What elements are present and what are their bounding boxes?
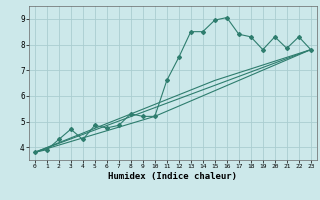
X-axis label: Humidex (Indice chaleur): Humidex (Indice chaleur) — [108, 172, 237, 181]
